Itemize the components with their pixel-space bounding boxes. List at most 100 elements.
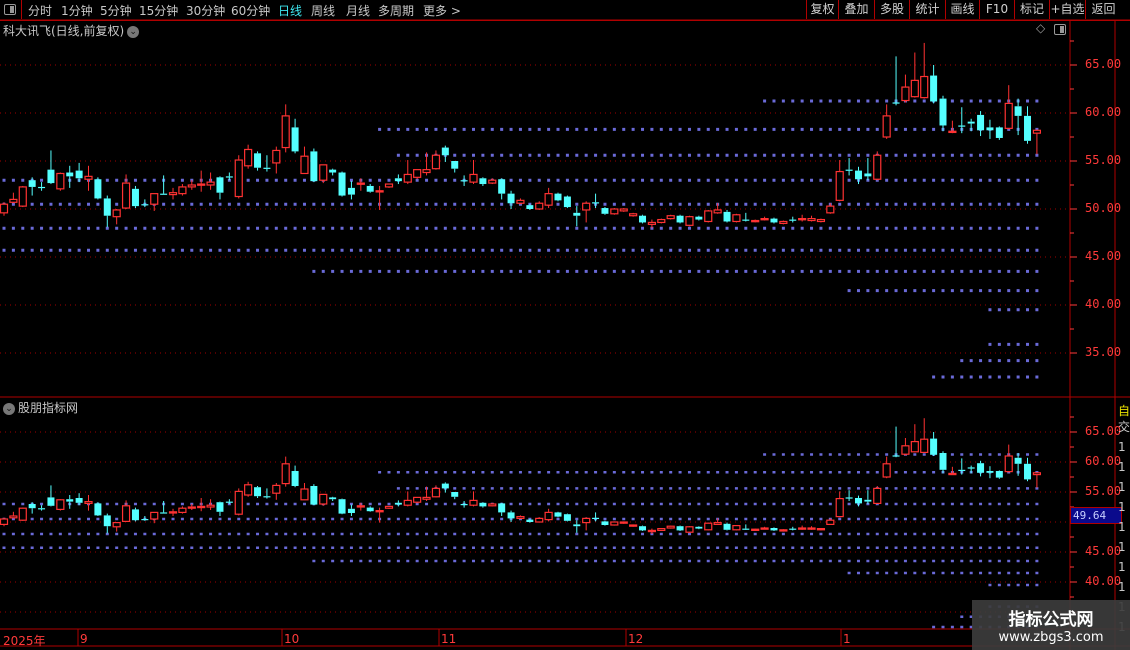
candle [112, 209, 121, 225]
candle-body [995, 471, 1003, 478]
candle [920, 42, 929, 99]
diamond-icon[interactable]: ◇ [1036, 21, 1046, 35]
candle [939, 95, 947, 132]
candle-body [244, 148, 253, 167]
candle-body [206, 504, 215, 508]
candle [986, 466, 994, 479]
candle [882, 456, 891, 479]
toolbar-button[interactable]: 画线 [945, 0, 979, 19]
candle-body [347, 508, 355, 513]
x-axis-label: 12 [628, 632, 644, 646]
candle-body [9, 198, 18, 203]
chevron-down-icon[interactable]: ⌄ [127, 25, 140, 38]
candle [695, 526, 703, 530]
candle-body [995, 127, 1003, 138]
candle-body [319, 164, 328, 181]
candle [798, 214, 807, 222]
period-tab[interactable]: 分时 [28, 4, 53, 18]
candle [732, 213, 741, 223]
candle [816, 527, 826, 531]
candle-body [760, 218, 769, 221]
panel-icon[interactable] [1054, 24, 1066, 35]
toolbar-button[interactable]: +自选 [1049, 0, 1085, 19]
chevron-down-icon[interactable]: ⌄ [3, 402, 15, 415]
candle-body [647, 221, 657, 225]
toolbar-button[interactable]: 复权 [806, 0, 838, 19]
y-axis-label: 45.00 [1085, 249, 1122, 263]
candle-body [873, 487, 882, 504]
candle [910, 424, 919, 453]
period-tab[interactable]: 30分钟 [186, 4, 226, 18]
candle-body [713, 209, 722, 214]
candle [657, 218, 666, 224]
toolbar-button[interactable]: 多股 [874, 0, 909, 19]
period-tab[interactable]: 多周期 [378, 4, 415, 18]
candle [563, 513, 571, 522]
toolbar-button[interactable]: F10 [979, 0, 1014, 19]
candle [920, 418, 929, 454]
period-tab[interactable]: 月线 [346, 4, 371, 18]
candle-body [460, 180, 468, 182]
candle-body [713, 521, 722, 525]
candle-body [563, 196, 571, 208]
period-tab[interactable]: 1分钟 [61, 4, 93, 18]
candle-body [854, 498, 862, 504]
candle-body [779, 529, 788, 532]
candle [469, 160, 478, 185]
toolbar-button[interactable]: 叠加 [838, 0, 874, 19]
toolbar-button[interactable]: 返回 [1085, 0, 1121, 19]
x-axis-label: 9 [80, 632, 88, 646]
candle-body [554, 193, 562, 201]
toolbar-button[interactable]: 标记 [1014, 0, 1049, 19]
candle-body [263, 167, 271, 169]
candle-body [38, 186, 46, 189]
candle [9, 192, 18, 204]
candle [977, 111, 985, 137]
period-tab[interactable]: 更多 > [423, 4, 461, 18]
candle-body [789, 528, 797, 530]
candle-body [9, 515, 18, 519]
candle [479, 502, 487, 508]
candle [845, 158, 853, 176]
candle-body [535, 517, 544, 523]
candle-body [431, 154, 441, 170]
candle-body [864, 499, 872, 502]
candle-body [958, 125, 966, 127]
candle-body [742, 219, 750, 221]
candle [619, 208, 628, 212]
candle-body [939, 98, 947, 126]
candle [967, 118, 975, 132]
candle-body [1032, 129, 1042, 134]
period-tab[interactable]: 5分钟 [100, 4, 132, 18]
panel-toggle-button[interactable] [0, 0, 22, 19]
candle [168, 187, 178, 200]
candle-body [986, 471, 994, 473]
candle [657, 527, 666, 531]
period-tab[interactable]: 周线 [311, 4, 336, 18]
candle [892, 56, 900, 106]
candle-body [939, 453, 947, 470]
candle [178, 184, 187, 196]
candle-body [657, 527, 666, 531]
period-tab[interactable]: 60分钟 [231, 4, 271, 18]
candle [244, 481, 253, 497]
candle [986, 119, 994, 139]
candle-body [695, 526, 703, 529]
candle-body [178, 186, 187, 195]
candle-body [300, 155, 309, 175]
toolbar-button[interactable]: 统计 [909, 0, 945, 19]
candle [910, 52, 919, 98]
candle [375, 507, 384, 523]
candle-body [948, 472, 957, 476]
candle [310, 484, 318, 506]
candle [384, 505, 394, 509]
candle-body [338, 172, 346, 196]
candle [723, 522, 731, 531]
period-tab[interactable]: 日线 [278, 4, 303, 18]
period-tab[interactable]: 15分钟 [139, 4, 179, 18]
candle [629, 212, 638, 217]
candle-body [647, 529, 657, 533]
candle [873, 486, 882, 504]
x-axis-label: 2025年 [3, 634, 46, 648]
